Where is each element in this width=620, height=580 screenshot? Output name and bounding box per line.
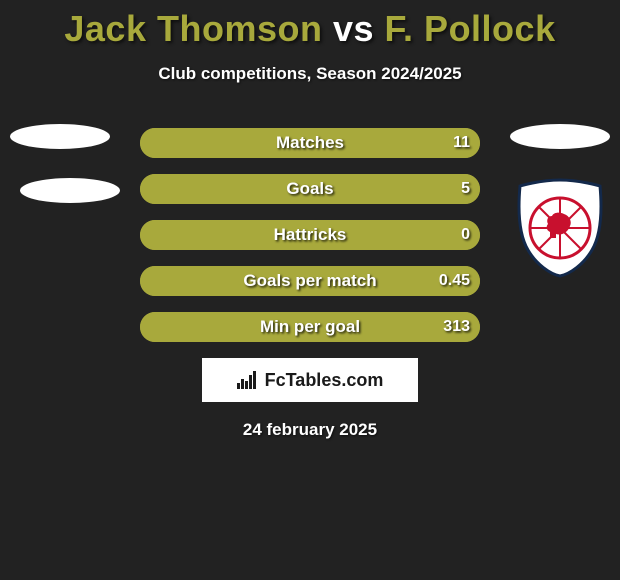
logo-box: FcTables.com (202, 358, 418, 402)
page-title: Jack Thomson vs F. Pollock (0, 0, 620, 50)
stat-value-right: 313 (443, 318, 470, 336)
logo-text: FcTables.com (265, 370, 384, 391)
bars-icon (237, 371, 259, 389)
vs-label: vs (333, 8, 374, 49)
stat-value-right: 0.45 (439, 272, 470, 290)
player2-name: F. Pollock (385, 8, 556, 49)
stat-row: Matches 11 (0, 128, 620, 158)
stat-value-right: 0 (461, 226, 470, 244)
stat-label: Goals per match (243, 271, 376, 291)
stat-value-right: 11 (453, 134, 470, 152)
stats-list: Matches 11 Goals 5 Hattricks 0 Goals per match… (0, 128, 620, 342)
stat-row: Hattricks 0 (0, 220, 620, 250)
player1-name: Jack Thomson (64, 8, 322, 49)
stat-value-right: 5 (461, 180, 470, 198)
date-label: 24 february 2025 (0, 420, 620, 440)
stat-label: Min per goal (260, 317, 360, 337)
subtitle: Club competitions, Season 2024/2025 (0, 64, 620, 84)
stat-row: Goals 5 (0, 174, 620, 204)
stat-row: Goals per match 0.45 (0, 266, 620, 296)
stat-label: Hattricks (274, 225, 347, 245)
stat-row: Min per goal 313 (0, 312, 620, 342)
stat-label: Goals (286, 179, 333, 199)
stat-label: Matches (276, 133, 344, 153)
